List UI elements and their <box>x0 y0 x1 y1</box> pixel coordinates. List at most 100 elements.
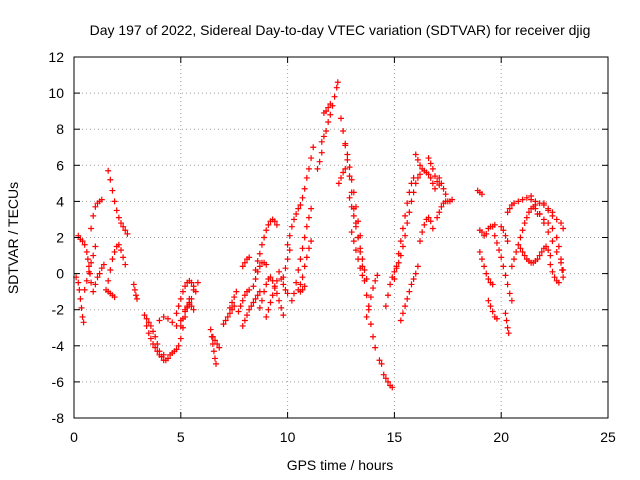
data-point <box>211 337 218 344</box>
series-track-ap <box>382 171 424 310</box>
data-point <box>182 308 189 315</box>
data-point <box>265 306 272 313</box>
data-point <box>346 173 353 180</box>
data-point <box>340 128 347 135</box>
data-point <box>271 218 278 225</box>
series-track-at <box>417 214 436 245</box>
series-track-ba <box>485 297 500 322</box>
data-point <box>440 185 447 192</box>
data-point <box>408 281 415 288</box>
data-point <box>404 220 411 227</box>
data-point <box>346 194 353 201</box>
data-point <box>402 212 409 219</box>
series-track-aj <box>338 115 379 351</box>
data-point <box>239 263 246 270</box>
series-track-i <box>130 281 141 302</box>
data-point <box>540 200 547 207</box>
data-point <box>258 297 265 304</box>
data-point <box>263 281 270 288</box>
y-tick-label: -6 <box>52 374 65 390</box>
data-point <box>419 229 426 236</box>
data-point <box>288 297 295 304</box>
series-track-aw <box>436 174 449 198</box>
data-point <box>523 194 530 201</box>
data-point <box>406 209 413 216</box>
data-point <box>267 299 274 306</box>
data-point <box>105 167 112 174</box>
data-point <box>521 252 528 259</box>
data-point <box>429 225 436 232</box>
series-track-ab <box>284 144 317 248</box>
data-point <box>493 239 500 246</box>
data-point <box>357 265 364 272</box>
data-point <box>179 288 186 295</box>
data-point <box>284 290 291 297</box>
data-point <box>528 192 535 199</box>
data-point <box>367 321 374 328</box>
data-point <box>334 79 341 86</box>
series-track-bb <box>491 232 515 304</box>
x-tick-label: 10 <box>280 429 296 445</box>
data-point <box>485 297 492 304</box>
data-point <box>427 218 434 225</box>
data-point <box>293 279 300 286</box>
data-point <box>338 174 344 181</box>
data-point <box>246 254 253 261</box>
data-point <box>235 308 242 315</box>
data-point <box>547 252 554 259</box>
data-point <box>188 279 195 286</box>
data-point <box>141 312 148 319</box>
data-point <box>216 344 223 351</box>
data-point <box>498 223 505 230</box>
data-point <box>252 295 259 302</box>
data-point <box>431 173 438 180</box>
data-point <box>143 315 150 322</box>
data-point <box>224 313 231 320</box>
data-point <box>246 306 253 313</box>
data-point <box>395 259 402 266</box>
data-point <box>515 241 522 248</box>
series-track-ar <box>397 263 421 324</box>
data-point <box>508 297 515 304</box>
data-point <box>491 221 498 228</box>
data-point <box>545 229 552 236</box>
data-point <box>553 234 560 241</box>
data-point <box>301 234 308 241</box>
data-point <box>414 156 421 163</box>
data-point <box>355 234 362 241</box>
data-point <box>117 220 124 227</box>
data-point <box>314 165 321 172</box>
data-point <box>352 223 359 230</box>
data-point <box>310 144 317 151</box>
data-point <box>303 254 310 261</box>
data-point <box>553 248 560 255</box>
data-point <box>350 212 357 219</box>
series-track-bf <box>508 203 541 270</box>
data-point <box>229 299 236 306</box>
series-track-ae <box>295 283 308 295</box>
data-point <box>92 281 99 288</box>
data-point <box>280 312 287 319</box>
data-point <box>188 303 195 310</box>
data-point <box>318 149 325 156</box>
data-point <box>402 303 409 310</box>
data-point <box>560 274 567 281</box>
data-point <box>308 205 315 212</box>
series-track-d <box>88 196 105 232</box>
series-track-bj <box>536 211 567 281</box>
data-point <box>280 281 287 288</box>
data-point <box>173 346 180 353</box>
series-track-ag <box>318 79 341 145</box>
data-point <box>297 202 304 209</box>
data-point <box>301 185 308 192</box>
data-point <box>177 335 184 342</box>
data-point <box>291 216 298 223</box>
data-point <box>78 304 85 311</box>
data-point <box>131 286 138 293</box>
data-point <box>478 256 485 263</box>
data-point <box>511 200 518 207</box>
series-track-ay <box>476 221 498 239</box>
data-point <box>521 220 528 227</box>
data-point <box>169 319 176 326</box>
